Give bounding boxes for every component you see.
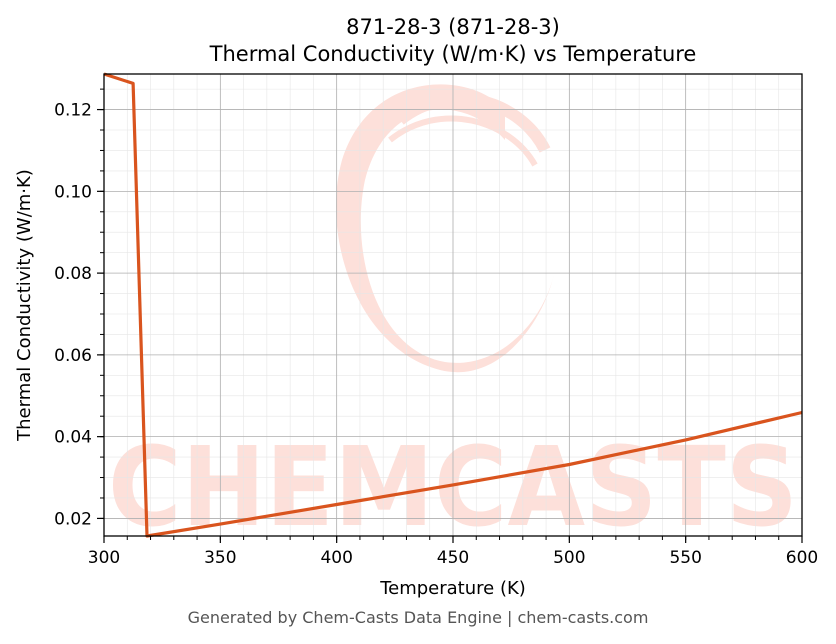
x-tick-label: 450	[437, 548, 469, 568]
x-axis: 300 350 400 450 500 550 600	[88, 536, 818, 568]
footer-credit: Generated by Chem-Casts Data Engine | ch…	[187, 608, 649, 627]
series-line	[103, 72, 803, 538]
y-tick-label: 0.02	[54, 509, 92, 529]
x-tick-label: 350	[204, 548, 236, 568]
y-tick-label: 0.06	[54, 346, 92, 366]
y-axis: 0.02 0.04 0.06 0.08 0.10 0.12	[54, 88, 104, 529]
y-tick-label: 0.12	[54, 101, 92, 121]
y-axis-label: Thermal Conductivity (W/m·K)	[14, 169, 35, 442]
x-tick-label: 500	[553, 548, 585, 568]
y-tick-label: 0.04	[54, 428, 92, 448]
series-layer	[103, 72, 803, 538]
x-tick-label: 400	[320, 548, 352, 568]
chart-title-line1: 871-28-3 (871-28-3)	[346, 15, 560, 39]
y-tick-label: 0.10	[54, 182, 92, 202]
x-tick-label: 300	[88, 548, 120, 568]
x-tick-label: 550	[669, 548, 701, 568]
y-tick-label: 0.08	[54, 264, 92, 284]
chart-title-line2: Thermal Conductivity (W/m·K) vs Temperat…	[209, 42, 697, 66]
x-tick-label: 600	[786, 548, 818, 568]
x-axis-label: Temperature (K)	[379, 578, 526, 599]
